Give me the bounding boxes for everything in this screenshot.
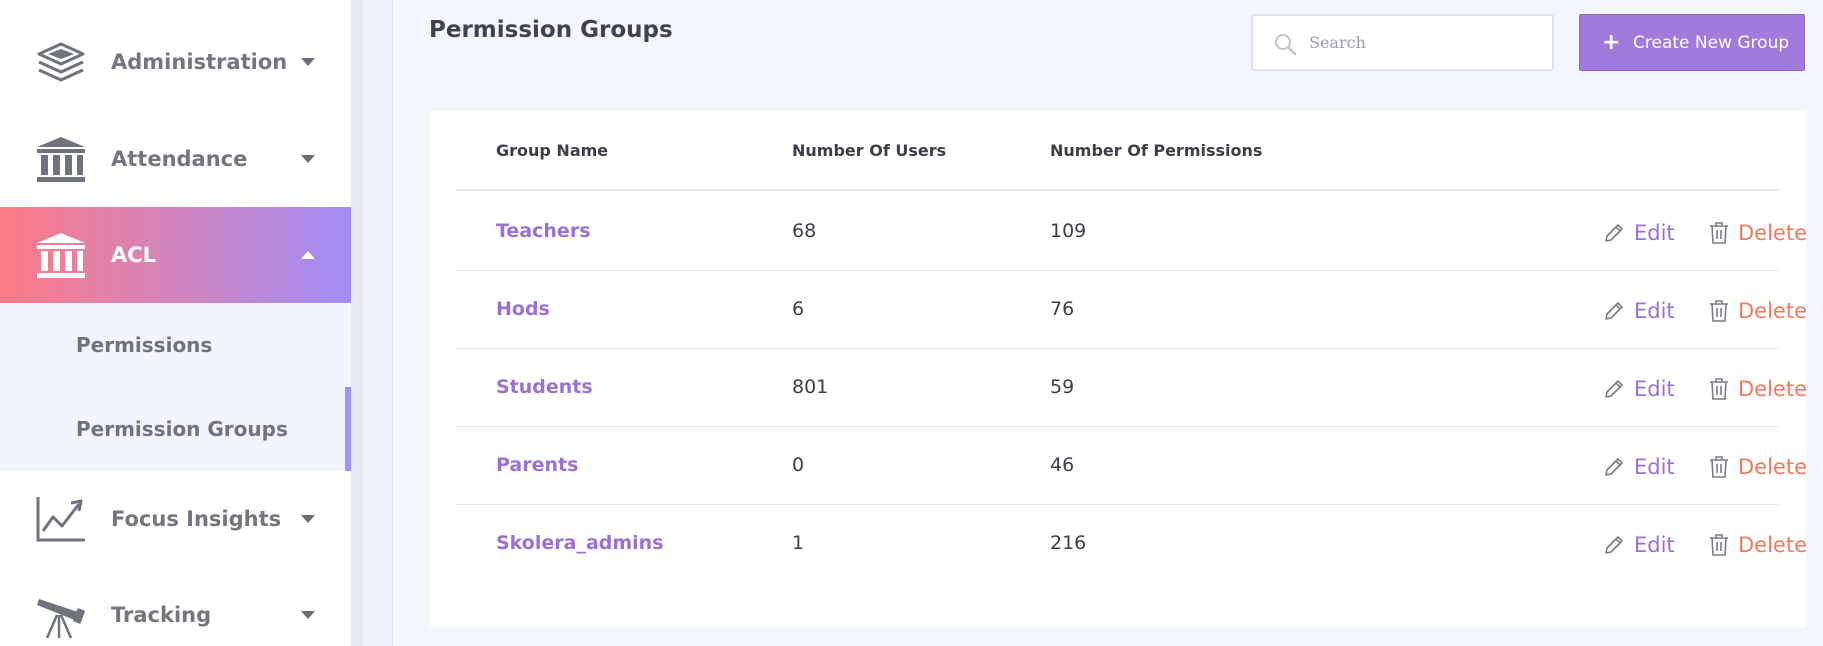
- layers-icon: [35, 38, 87, 86]
- trash-icon: [1710, 222, 1728, 244]
- group-name-link[interactable]: Teachers: [496, 220, 591, 242]
- sidebar-item-acl[interactable]: ACL: [0, 207, 351, 303]
- pencil-icon: [1605, 458, 1623, 476]
- chevron-down-icon: [301, 611, 315, 619]
- sidebar-item-label: Administration: [111, 50, 288, 74]
- delete-label: Delete: [1738, 299, 1807, 323]
- permission-groups-card: Group Name Number Of Users Number Of Per…: [429, 111, 1807, 627]
- delete-button[interactable]: Delete: [1709, 533, 1807, 557]
- sidebar-divider: [363, 0, 393, 646]
- trash-icon: [1710, 378, 1728, 400]
- delete-button[interactable]: Delete: [1709, 377, 1807, 401]
- group-name-link[interactable]: Skolera_admins: [496, 532, 664, 554]
- sidebar-item-label: Focus Insights: [111, 507, 282, 531]
- column-header-number-of-permissions: Number Of Permissions: [1050, 141, 1263, 160]
- sidebar-scrollbar[interactable]: [351, 0, 363, 646]
- pencil-icon: [1605, 380, 1623, 398]
- sidebar-item-label: Tracking: [111, 603, 212, 627]
- users-count: 1: [792, 532, 805, 554]
- search-box[interactable]: [1251, 14, 1554, 71]
- table-row: Parents 0 46 Edit Delete: [456, 427, 1807, 505]
- table-row: Skolera_admins 1 216 Edit Delete: [456, 505, 1807, 583]
- delete-label: Delete: [1738, 221, 1807, 245]
- search-input[interactable]: [1309, 24, 1539, 60]
- chevron-down-icon: [301, 155, 315, 163]
- table-row: Hods 6 76 Edit Delete: [456, 271, 1807, 349]
- pencil-icon: [1605, 536, 1623, 554]
- permissions-count: 76: [1050, 298, 1075, 320]
- plus-icon: +: [1602, 30, 1621, 55]
- edit-label: Edit: [1634, 533, 1675, 557]
- delete-label: Delete: [1738, 377, 1807, 401]
- create-button-label: Create New Group: [1633, 33, 1790, 53]
- trash-icon: [1710, 534, 1728, 556]
- delete-button[interactable]: Delete: [1709, 455, 1807, 479]
- create-new-group-button[interactable]: + Create New Group: [1579, 14, 1805, 71]
- sidebar-item-administration[interactable]: Administration: [0, 14, 351, 110]
- edit-button[interactable]: Edit: [1603, 299, 1675, 323]
- delete-button[interactable]: Delete: [1709, 221, 1807, 245]
- acl-submenu: Permissions Permission Groups: [0, 303, 351, 471]
- users-count: 0: [792, 454, 805, 476]
- sidebar-item-tracking[interactable]: Tracking: [0, 567, 351, 646]
- edit-label: Edit: [1634, 221, 1675, 245]
- chevron-down-icon: [301, 515, 315, 523]
- permissions-count: 46: [1050, 454, 1075, 476]
- telescope-icon: [35, 591, 87, 639]
- delete-label: Delete: [1738, 455, 1807, 479]
- sidebar-item-label: ACL: [111, 243, 157, 267]
- pencil-icon: [1605, 224, 1623, 242]
- delete-button[interactable]: Delete: [1709, 299, 1807, 323]
- sidebar-subitem-label: Permission Groups: [76, 417, 288, 441]
- edit-label: Edit: [1634, 377, 1675, 401]
- edit-button[interactable]: Edit: [1603, 221, 1675, 245]
- permissions-count: 59: [1050, 376, 1075, 398]
- line-chart-icon: [35, 495, 87, 543]
- table-header: Group Name Number Of Users Number Of Per…: [456, 111, 1779, 191]
- edit-label: Edit: [1634, 299, 1675, 323]
- column-header-number-of-users: Number Of Users: [792, 141, 947, 160]
- trash-icon: [1710, 300, 1728, 322]
- chevron-down-icon: [301, 58, 315, 66]
- edit-button[interactable]: Edit: [1603, 455, 1675, 479]
- trash-icon: [1710, 456, 1728, 478]
- users-count: 801: [792, 376, 829, 398]
- sidebar-subitem-permission-groups[interactable]: Permission Groups: [0, 387, 351, 471]
- edit-button[interactable]: Edit: [1603, 377, 1675, 401]
- users-count: 6: [792, 298, 805, 320]
- edit-label: Edit: [1634, 455, 1675, 479]
- sidebar: Administration Attendance: [0, 0, 351, 646]
- sidebar-subitem-permissions[interactable]: Permissions: [0, 303, 351, 387]
- sidebar-item-focus-insights[interactable]: Focus Insights: [0, 471, 351, 567]
- search-icon: [1273, 32, 1297, 56]
- permissions-count: 109: [1050, 220, 1087, 242]
- chevron-up-icon: [301, 251, 315, 259]
- permissions-count: 216: [1050, 532, 1087, 554]
- institution-icon: [35, 135, 87, 183]
- group-name-link[interactable]: Parents: [496, 454, 579, 476]
- page-title: Permission Groups: [429, 17, 673, 43]
- column-header-group-name: Group Name: [496, 141, 609, 160]
- group-name-link[interactable]: Students: [496, 376, 593, 398]
- institution-icon: [35, 231, 87, 279]
- sidebar-subitem-label: Permissions: [76, 333, 213, 357]
- delete-label: Delete: [1738, 533, 1807, 557]
- users-count: 68: [792, 220, 817, 242]
- pencil-icon: [1605, 302, 1623, 320]
- edit-button[interactable]: Edit: [1603, 533, 1675, 557]
- sidebar-item-label: Attendance: [111, 147, 248, 171]
- sidebar-item-attendance[interactable]: Attendance: [0, 111, 351, 207]
- table-row: Students 801 59 Edit Delete: [456, 349, 1807, 427]
- table-row: Teachers 68 109 Edit Delete: [456, 193, 1807, 271]
- group-name-link[interactable]: Hods: [496, 298, 550, 320]
